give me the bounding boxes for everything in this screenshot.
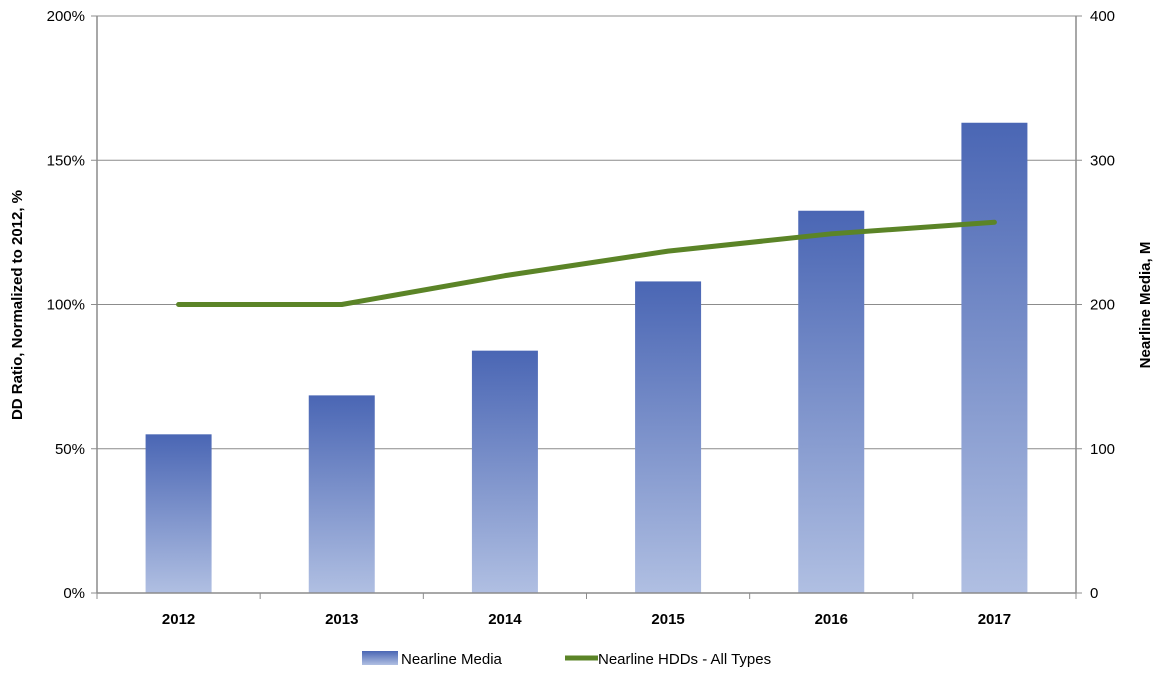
right-tick-label: 400 — [1090, 8, 1115, 25]
left-tick-label: 0% — [63, 585, 85, 602]
left-axis-title: DD Ratio, Normalized to 2012, % — [9, 190, 26, 420]
legend-label-nearline-hdds: Nearline HDDs - All Types — [598, 651, 771, 668]
x-tick-label: 2012 — [162, 611, 195, 628]
left-tick-label: 50% — [55, 441, 85, 458]
left-tick-label: 100% — [47, 297, 85, 314]
x-axis-ticks: 2012 2013 2014 2015 2016 2017 — [162, 611, 1011, 628]
x-tick-label: 2014 — [488, 611, 522, 628]
right-tick-label: 0 — [1090, 585, 1098, 602]
left-tick-label: 200% — [47, 8, 85, 25]
right-tick-label: 300 — [1090, 152, 1115, 169]
bar-2017 — [961, 122, 1028, 594]
right-axis-title: Nearline Media, M — [1137, 242, 1154, 369]
bar-2012 — [145, 434, 212, 593]
bar-2013 — [308, 395, 375, 593]
bar-2014 — [471, 350, 538, 593]
axes — [91, 15, 1082, 599]
legend-swatch-nearline-media — [362, 651, 398, 665]
bar-series — [145, 122, 1028, 594]
left-tick-label: 150% — [47, 152, 85, 169]
right-tick-label: 100 — [1090, 441, 1115, 458]
left-axis-ticks: 0% 50% 100% 150% 200% — [47, 8, 85, 602]
x-tick-label: 2015 — [651, 611, 684, 628]
line-nearline-hdds — [176, 219, 997, 307]
bar-2016 — [798, 210, 865, 594]
x-tick-label: 2013 — [325, 611, 358, 628]
x-tick-label: 2016 — [815, 611, 848, 628]
legend: Nearline Media Nearline HDDs - All Types — [362, 651, 771, 668]
bar-2015 — [635, 281, 702, 593]
right-tick-label: 200 — [1090, 297, 1115, 314]
gridlines — [97, 15, 1076, 450]
line-series — [176, 219, 997, 307]
legend-label-nearline-media: Nearline Media — [401, 651, 503, 668]
right-axis-ticks: 0 100 200 300 400 — [1090, 8, 1115, 602]
x-tick-label: 2017 — [978, 611, 1011, 628]
